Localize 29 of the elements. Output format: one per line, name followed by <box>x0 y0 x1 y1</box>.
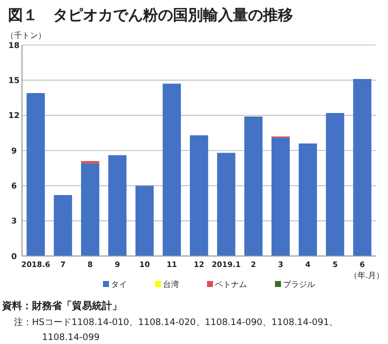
bar <box>298 143 317 256</box>
text: 注：HSコード1108.14-010、1108.14-020、1108.14-090、1108.14-091、1108.14-099 <box>14 317 338 343</box>
y-tick-label: 9 <box>11 146 18 156</box>
y-tick-label: 18 <box>8 40 20 50</box>
bar <box>217 152 236 256</box>
x-axis-title: （年.月） <box>349 271 384 280</box>
y-tick-label: 12 <box>8 111 20 120</box>
y-tick-label: 6 <box>11 181 18 190</box>
bar <box>135 186 154 256</box>
legend-label: タイ <box>111 280 127 289</box>
y-axis-title: （千トン） <box>6 31 46 40</box>
bar <box>162 84 181 256</box>
legend-label: 台湾 <box>163 280 179 289</box>
chart-title: 図１ タピオカでん粉の国別輸入量の推移 <box>8 6 293 24</box>
y-tick-label: 0 <box>11 252 18 261</box>
legend-label: ベトナム <box>215 280 247 289</box>
bar <box>326 112 344 256</box>
bar <box>108 155 126 256</box>
bar <box>353 78 372 256</box>
y-tick-label: 15 <box>8 76 20 85</box>
bar <box>81 163 100 256</box>
legend-label: ブラジル <box>283 280 315 289</box>
text: 資料：財務省「貿易統計」 <box>1 300 122 312</box>
bar <box>54 195 72 256</box>
bar <box>244 116 263 256</box>
bar <box>26 93 45 256</box>
y-tick-label: 3 <box>11 216 17 226</box>
bar <box>272 138 290 256</box>
bar <box>190 135 208 256</box>
